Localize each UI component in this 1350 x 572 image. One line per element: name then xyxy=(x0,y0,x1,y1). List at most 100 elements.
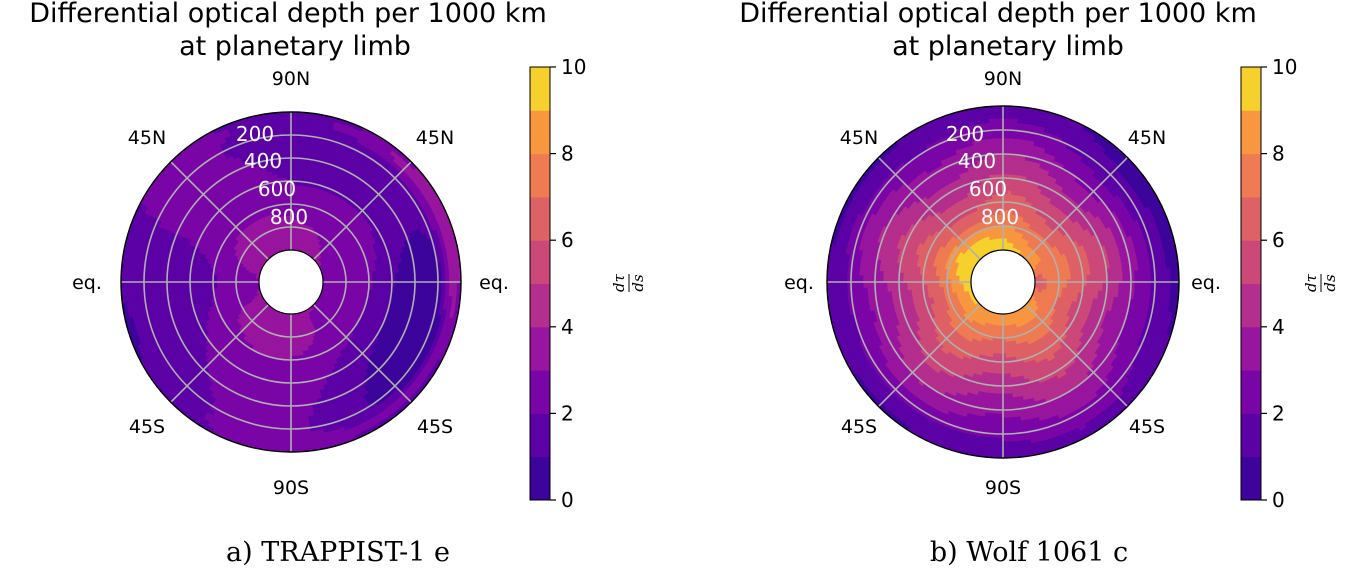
panel-a-field-cell xyxy=(395,272,400,278)
panel-a-field-cell xyxy=(284,347,289,353)
panel-a-field-cell xyxy=(418,281,423,289)
panel-a-field-cell xyxy=(147,275,153,283)
panel-a-field-cell xyxy=(360,284,366,289)
panel-a-field-cell xyxy=(205,274,210,279)
panel-a-field-cell xyxy=(398,271,404,278)
panel-a-field-cell xyxy=(452,274,458,283)
panel-a-field-cell xyxy=(406,286,412,293)
panel-a-field-cell xyxy=(379,285,385,291)
panel-a-title-line1: Differential optical depth per 1000 km xyxy=(29,0,547,29)
panel-a-field-cell xyxy=(290,142,298,147)
panel-a-field-cell xyxy=(283,436,292,441)
panel-a-field-cell xyxy=(422,275,427,283)
panel-a-field-cell xyxy=(295,386,301,391)
panel-a-field-cell xyxy=(174,286,180,293)
panel-a-field-cell xyxy=(445,281,450,290)
panel-a-field-cell xyxy=(128,281,133,290)
panel-a-field-cell xyxy=(216,275,222,280)
panel-a-field-cell xyxy=(290,440,299,445)
panel-a-field-cell xyxy=(136,274,141,283)
panel-a-field-cell xyxy=(406,271,412,278)
panel-a-field-cell xyxy=(124,281,130,290)
panel-a-field-cell xyxy=(284,142,292,147)
panel-a-field-cell xyxy=(283,119,292,124)
panel-a-field-cell xyxy=(284,420,292,426)
panel-a-field-cell xyxy=(426,275,431,283)
panel-a-field-cell xyxy=(155,281,160,289)
panel-a-field-cell xyxy=(395,286,400,292)
panel-a-field-cell xyxy=(279,409,286,414)
panel-a-field-cell xyxy=(284,344,289,349)
panel-a-field-cell xyxy=(281,386,287,391)
panel-a-field-cell xyxy=(383,285,389,291)
panel-a-field-cell xyxy=(295,161,302,167)
panel-a-field-cell xyxy=(290,146,298,151)
panel-a-field-cell xyxy=(132,274,137,283)
panel-a-field-cell xyxy=(376,273,381,279)
panel-a-field-cell xyxy=(284,417,292,422)
panel-a-field-cell xyxy=(283,123,292,128)
panel-a-field-cell xyxy=(178,271,184,278)
panel-a-field-cell xyxy=(379,273,385,279)
panel-a-field-cell xyxy=(136,281,141,290)
panel-a-field-cell xyxy=(294,370,300,376)
panel-a-field-cell xyxy=(151,281,156,289)
panel-a-field-cell xyxy=(295,393,302,399)
panel-a-field-cell xyxy=(282,367,288,372)
panel-a-field-cell xyxy=(290,115,299,121)
panel-a-field-cell xyxy=(155,275,160,283)
panel-a-field-cell xyxy=(290,123,299,128)
panel-a-field-cell xyxy=(449,274,454,283)
panel-a-field-cell xyxy=(296,150,303,155)
panel-a-field-cell xyxy=(290,138,298,144)
panel-a-field-cell xyxy=(290,436,299,441)
panel-a-title-line2: at planetary limb xyxy=(179,31,411,62)
panel-a-field-cell xyxy=(282,370,288,376)
panel-a-field-cell xyxy=(418,270,423,277)
panel-a-field-cell xyxy=(159,281,164,289)
panel-a-field-cell xyxy=(429,281,435,289)
panel-a-field-cell xyxy=(441,274,446,283)
panel-a-field-cell xyxy=(295,389,302,395)
panel-a-field-cell xyxy=(294,374,300,380)
panel-a-field-cell xyxy=(174,271,180,278)
panel-a-field-cell xyxy=(295,397,302,403)
panel-a-field-cell xyxy=(290,417,298,422)
panel-a-field-cell xyxy=(290,409,298,414)
panel-a-field-cell xyxy=(159,287,164,294)
panel-a-field-cell xyxy=(296,409,303,414)
panel-a-field-cell xyxy=(284,146,292,151)
panel-a: Differential optical depth per 1000 km a… xyxy=(29,0,647,568)
panel-a-field-cell xyxy=(280,389,287,395)
panel-a-field-cell xyxy=(426,281,431,289)
panel-a-field-cell xyxy=(182,272,187,278)
panel-a-field-cell xyxy=(353,284,358,289)
panel-a-field-cell xyxy=(290,127,299,132)
panel-a-field-cell xyxy=(132,281,137,290)
panel-a-field-cell xyxy=(224,275,229,280)
panel-a-field-cell xyxy=(418,287,423,294)
panel-a-field-cell xyxy=(147,281,153,289)
panel-a-field-cell xyxy=(197,285,203,291)
panel-a-field-cell xyxy=(284,351,289,357)
panel-a-field-cell xyxy=(201,285,206,291)
panel-a-field-cell xyxy=(201,273,206,279)
panel-a-field-cell xyxy=(402,286,408,293)
panel-a-field-cell xyxy=(159,275,164,283)
panel-a-field-cell xyxy=(282,374,288,380)
panel-a-field-cell xyxy=(290,420,298,426)
panel-a-field-cell xyxy=(128,274,133,283)
panel-a-field-cell xyxy=(284,150,292,155)
panel-a-field-cell xyxy=(290,413,298,418)
panel-a-field-cell xyxy=(284,138,292,144)
panel-a-field-cell xyxy=(193,273,199,279)
panel-a-field-cell xyxy=(284,409,292,414)
panel-a-field-cell xyxy=(290,432,299,437)
panel-a-field-cell xyxy=(372,285,377,290)
panel-a-field-cell xyxy=(290,150,298,155)
panel-a-field-cell xyxy=(283,115,292,121)
panel-a-field-cell xyxy=(193,285,199,291)
panel-a-field-cell xyxy=(283,440,292,445)
panel-a-field-cell xyxy=(283,363,288,368)
